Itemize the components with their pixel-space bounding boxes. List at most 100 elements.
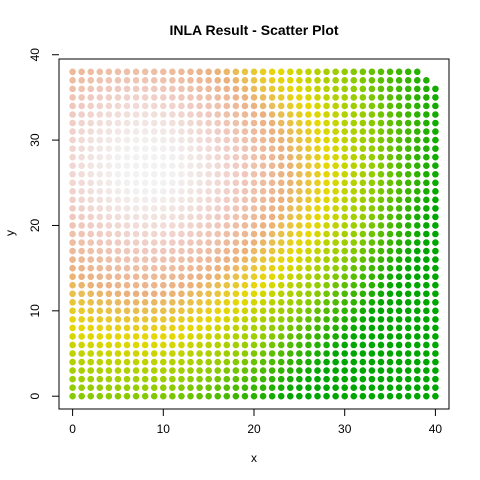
data-point xyxy=(223,179,231,187)
data-point xyxy=(160,77,167,84)
data-point xyxy=(259,256,267,263)
data-point xyxy=(160,247,167,255)
data-point xyxy=(386,111,394,118)
data-point xyxy=(305,77,312,84)
data-point xyxy=(132,68,140,76)
data-point xyxy=(241,256,249,263)
data-point xyxy=(314,307,321,315)
data-point xyxy=(214,111,222,118)
data-point xyxy=(395,188,403,195)
data-point xyxy=(286,77,294,84)
data-point xyxy=(178,350,185,357)
data-point xyxy=(178,298,185,306)
data-point xyxy=(305,85,312,93)
data-point xyxy=(187,324,194,332)
data-point xyxy=(114,350,122,357)
data-point xyxy=(187,307,194,315)
data-point xyxy=(386,102,394,110)
data-point xyxy=(141,264,149,272)
data-point xyxy=(123,273,131,280)
data-point xyxy=(105,205,113,212)
data-point xyxy=(377,179,385,187)
data-point xyxy=(404,170,412,178)
data-point xyxy=(404,145,412,152)
data-point xyxy=(205,170,212,178)
data-point xyxy=(250,68,258,76)
data-point xyxy=(141,307,149,315)
data-point xyxy=(250,239,258,246)
data-point xyxy=(87,298,95,306)
data-point xyxy=(169,162,176,170)
data-point xyxy=(160,264,167,272)
data-point xyxy=(332,392,339,400)
data-point xyxy=(123,222,131,229)
data-point xyxy=(150,85,158,93)
data-point xyxy=(350,230,358,238)
data-point xyxy=(250,324,258,332)
data-point xyxy=(359,94,367,101)
data-point xyxy=(232,290,240,298)
data-point xyxy=(377,384,385,391)
data-point xyxy=(350,350,358,357)
data-point xyxy=(359,239,367,246)
data-point xyxy=(160,273,167,280)
data-point xyxy=(413,256,421,263)
data-point xyxy=(178,119,185,127)
data-point xyxy=(296,85,303,93)
data-point xyxy=(187,358,194,366)
data-point xyxy=(350,153,358,161)
data-point xyxy=(187,273,194,280)
data-point xyxy=(178,384,185,391)
data-point xyxy=(150,324,158,332)
data-point xyxy=(296,307,303,315)
data-point xyxy=(268,324,276,332)
data-point xyxy=(341,162,349,170)
data-point xyxy=(78,273,85,280)
y-axis-label: y xyxy=(3,230,17,236)
data-point xyxy=(250,290,258,298)
data-point xyxy=(432,367,439,374)
data-point xyxy=(423,256,430,263)
data-point xyxy=(169,264,176,272)
data-point xyxy=(114,247,122,255)
data-point xyxy=(296,188,303,195)
data-point xyxy=(259,111,267,118)
data-point xyxy=(123,188,131,195)
data-point xyxy=(286,333,294,340)
data-point xyxy=(78,316,85,323)
data-point xyxy=(96,85,104,93)
data-point xyxy=(205,316,212,323)
data-point xyxy=(223,392,231,400)
data-point xyxy=(250,375,258,383)
data-point xyxy=(69,239,76,246)
data-point xyxy=(413,375,421,383)
data-point xyxy=(332,145,339,152)
data-point xyxy=(377,188,385,195)
data-point xyxy=(141,145,149,152)
data-point xyxy=(250,119,258,127)
data-point xyxy=(432,85,439,93)
data-point xyxy=(314,179,321,187)
data-point xyxy=(123,298,131,306)
data-point xyxy=(268,367,276,374)
data-point xyxy=(368,358,376,366)
data-point xyxy=(78,358,85,366)
data-point xyxy=(187,85,194,93)
data-point xyxy=(223,239,231,246)
data-point xyxy=(296,256,303,263)
data-point xyxy=(368,307,376,315)
data-point xyxy=(268,205,276,212)
data-point xyxy=(160,179,167,187)
data-point xyxy=(268,153,276,161)
data-point xyxy=(277,68,285,76)
data-point xyxy=(377,119,385,127)
data-point xyxy=(250,358,258,366)
data-point xyxy=(350,256,358,263)
data-point xyxy=(250,153,258,161)
data-point xyxy=(395,222,403,229)
data-point xyxy=(196,162,203,170)
data-point xyxy=(205,188,212,195)
data-point xyxy=(314,111,321,118)
data-point xyxy=(123,68,131,76)
data-point xyxy=(350,179,358,187)
